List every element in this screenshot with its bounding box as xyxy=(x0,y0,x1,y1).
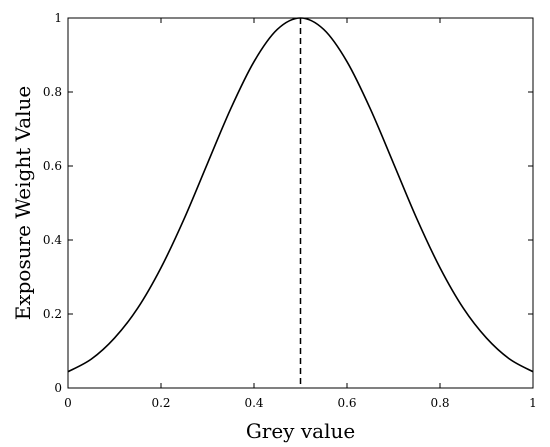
y-tick-label: 0.6 xyxy=(43,159,62,173)
ticks-layer: 0 0.2 0.4 0.6 0.8 1 0 0.2 0.4 0.6 0.8 1 xyxy=(43,11,537,410)
y-tick-label: 0 xyxy=(54,381,62,395)
y-tick-label: 0.2 xyxy=(43,307,62,321)
x-tick-label: 0.8 xyxy=(430,396,449,410)
y-axis-title: Exposure Weight Value xyxy=(11,86,35,321)
x-tick-label: 0.4 xyxy=(244,396,263,410)
y-tick-label: 0.4 xyxy=(43,233,62,247)
x-tick-label: 0.6 xyxy=(337,396,356,410)
lines-layer xyxy=(67,17,534,388)
y-tick-label: 0.8 xyxy=(43,85,62,99)
x-tick-label: 0.2 xyxy=(151,396,170,410)
x-tick-label: 1 xyxy=(529,396,537,410)
x-axis-title: Grey value xyxy=(246,419,355,443)
y-tick-label: 1 xyxy=(54,11,62,25)
x-tick-label: 0 xyxy=(64,396,72,410)
